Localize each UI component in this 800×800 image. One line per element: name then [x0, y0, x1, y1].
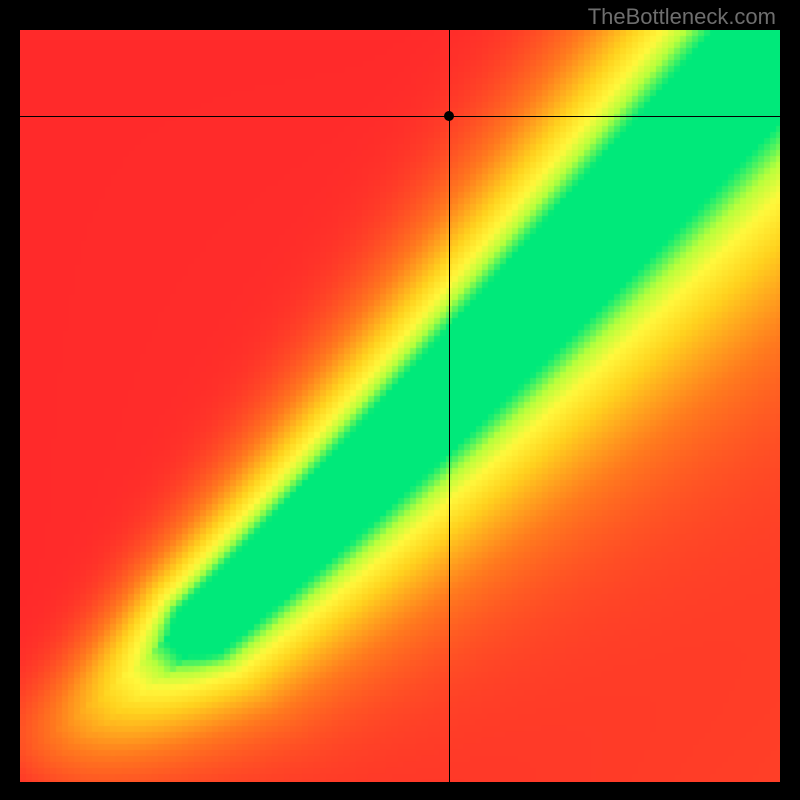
heatmap-frame	[20, 30, 780, 782]
crosshair-horizontal-line	[20, 116, 780, 117]
crosshair-marker-dot	[444, 111, 454, 121]
watermark-text: TheBottleneck.com	[588, 4, 776, 30]
crosshair-vertical-line	[449, 30, 450, 782]
heatmap-canvas	[20, 30, 780, 782]
